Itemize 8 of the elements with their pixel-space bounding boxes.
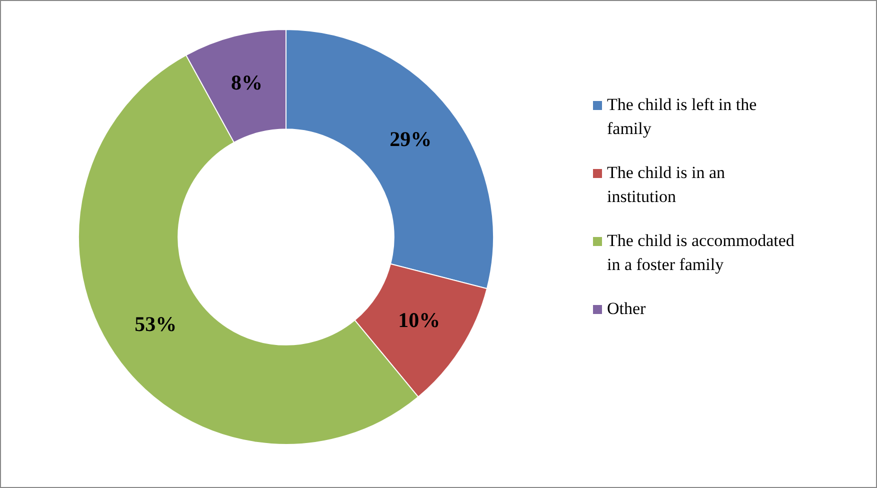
legend-label: The child is left in the family: [607, 95, 757, 138]
data-label: 10%: [398, 308, 440, 332]
data-label: 8%: [231, 70, 263, 95]
legend-label: The child is in an institution: [607, 163, 726, 206]
data-label: 53%: [134, 312, 177, 336]
data-label: 29%: [390, 126, 432, 151]
legend-label: Other: [607, 299, 646, 318]
legend-label: The child is accommodated in a foster family: [607, 231, 794, 274]
